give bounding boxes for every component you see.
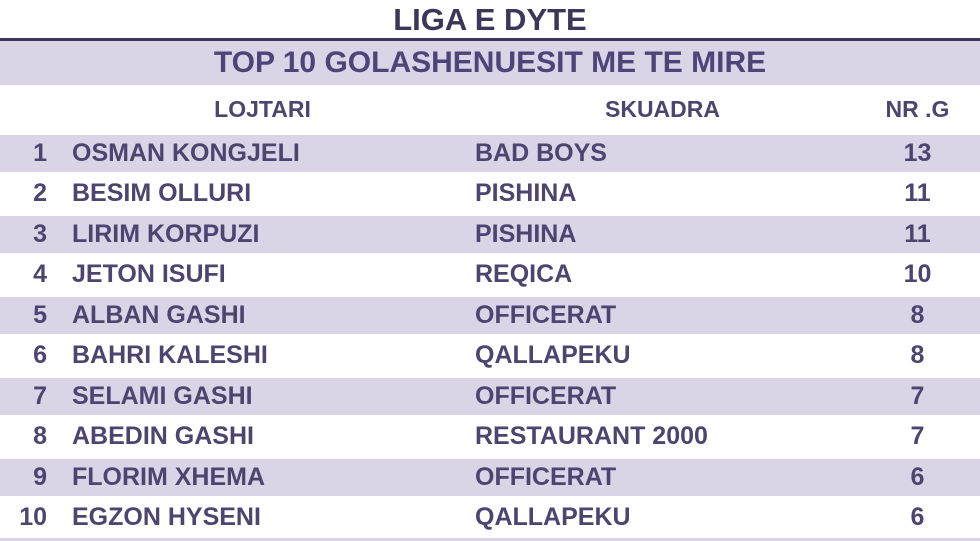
rank-cell: 7 <box>33 381 47 410</box>
goals-cell: 10 <box>903 260 932 289</box>
goals-cell: 7 <box>910 422 925 451</box>
team-cell: QALLAPEKU <box>475 341 631 370</box>
column-header-goals: NR .G <box>885 95 950 122</box>
column-header-player: LOJTARI <box>214 95 311 122</box>
player-cell: JETON ISUFI <box>72 260 226 289</box>
goals-cell: 13 <box>903 138 932 167</box>
team-cell: OFFICERAT <box>475 300 617 329</box>
player-cell: OSMAN KONGJELI <box>72 138 300 167</box>
player-cell: BAHRI KALESHI <box>72 341 268 370</box>
table-row: 6 BAHRI KALESHI QALLAPEKU 8 <box>0 336 980 377</box>
page-title: LIGA E DYTE <box>393 2 587 37</box>
goals-cell: 11 <box>904 179 931 208</box>
table-subtitle: TOP 10 GOLASHENUESIT ME TE MIRE <box>0 41 980 85</box>
table-row: 2 BESIM OLLURI PISHINA 11 <box>0 174 980 215</box>
team-cell: REQICA <box>475 260 573 289</box>
rank-cell: 5 <box>33 300 47 329</box>
table-row: 8 ABEDIN GASHI RESTAURANT 2000 7 <box>0 417 980 458</box>
table-row: 3 LIRIM KORPUZI PISHINA 11 <box>0 214 980 255</box>
rank-cell: 10 <box>19 503 47 532</box>
table-header-row: LOJTARI SKUADRA NR .G <box>0 85 980 133</box>
goals-cell: 8 <box>910 341 925 370</box>
player-cell: LIRIM KORPUZI <box>72 219 260 248</box>
team-cell: OFFICERAT <box>475 462 617 491</box>
next-row-edge <box>0 538 980 541</box>
rank-cell: 1 <box>33 138 47 167</box>
goals-cell: 6 <box>910 503 925 532</box>
rank-cell: 3 <box>33 219 47 248</box>
team-cell: PISHINA <box>475 179 577 208</box>
team-cell: BAD BOYS <box>475 138 607 167</box>
player-cell: FLORIM XHEMA <box>72 462 266 491</box>
player-cell: ABEDIN GASHI <box>72 422 254 451</box>
rank-cell: 9 <box>33 462 47 491</box>
table-row: 10 EGZON HYSENI QALLAPEKU 6 <box>0 498 980 539</box>
goals-cell: 7 <box>910 381 925 410</box>
table-row: 9 FLORIM XHEMA OFFICERAT 6 <box>0 457 980 498</box>
goals-cell: 6 <box>910 462 925 491</box>
column-header-team: SKUADRA <box>605 95 720 122</box>
player-cell: EGZON HYSENI <box>72 503 261 532</box>
goals-cell: 11 <box>904 219 931 248</box>
player-cell: ALBAN GASHI <box>72 300 246 329</box>
table-row: 5 ALBAN GASHI OFFICERAT 8 <box>0 295 980 336</box>
rank-cell: 6 <box>33 341 47 370</box>
team-cell: QALLAPEKU <box>475 503 631 532</box>
player-cell: SELAMI GASHI <box>72 381 253 410</box>
rank-cell: 8 <box>33 422 47 451</box>
team-cell: OFFICERAT <box>475 381 617 410</box>
table-row: 7 SELAMI GASHI OFFICERAT 7 <box>0 376 980 417</box>
team-cell: RESTAURANT 2000 <box>475 422 708 451</box>
rank-cell: 4 <box>33 260 47 289</box>
title-divider <box>0 38 980 41</box>
rank-cell: 2 <box>33 179 47 208</box>
player-cell: BESIM OLLURI <box>72 179 252 208</box>
goals-cell: 8 <box>910 300 925 329</box>
table-row: 4 JETON ISUFI REQICA 10 <box>0 255 980 296</box>
table-row: 1 OSMAN KONGJELI BAD BOYS 13 <box>0 133 980 174</box>
team-cell: PISHINA <box>475 219 577 248</box>
